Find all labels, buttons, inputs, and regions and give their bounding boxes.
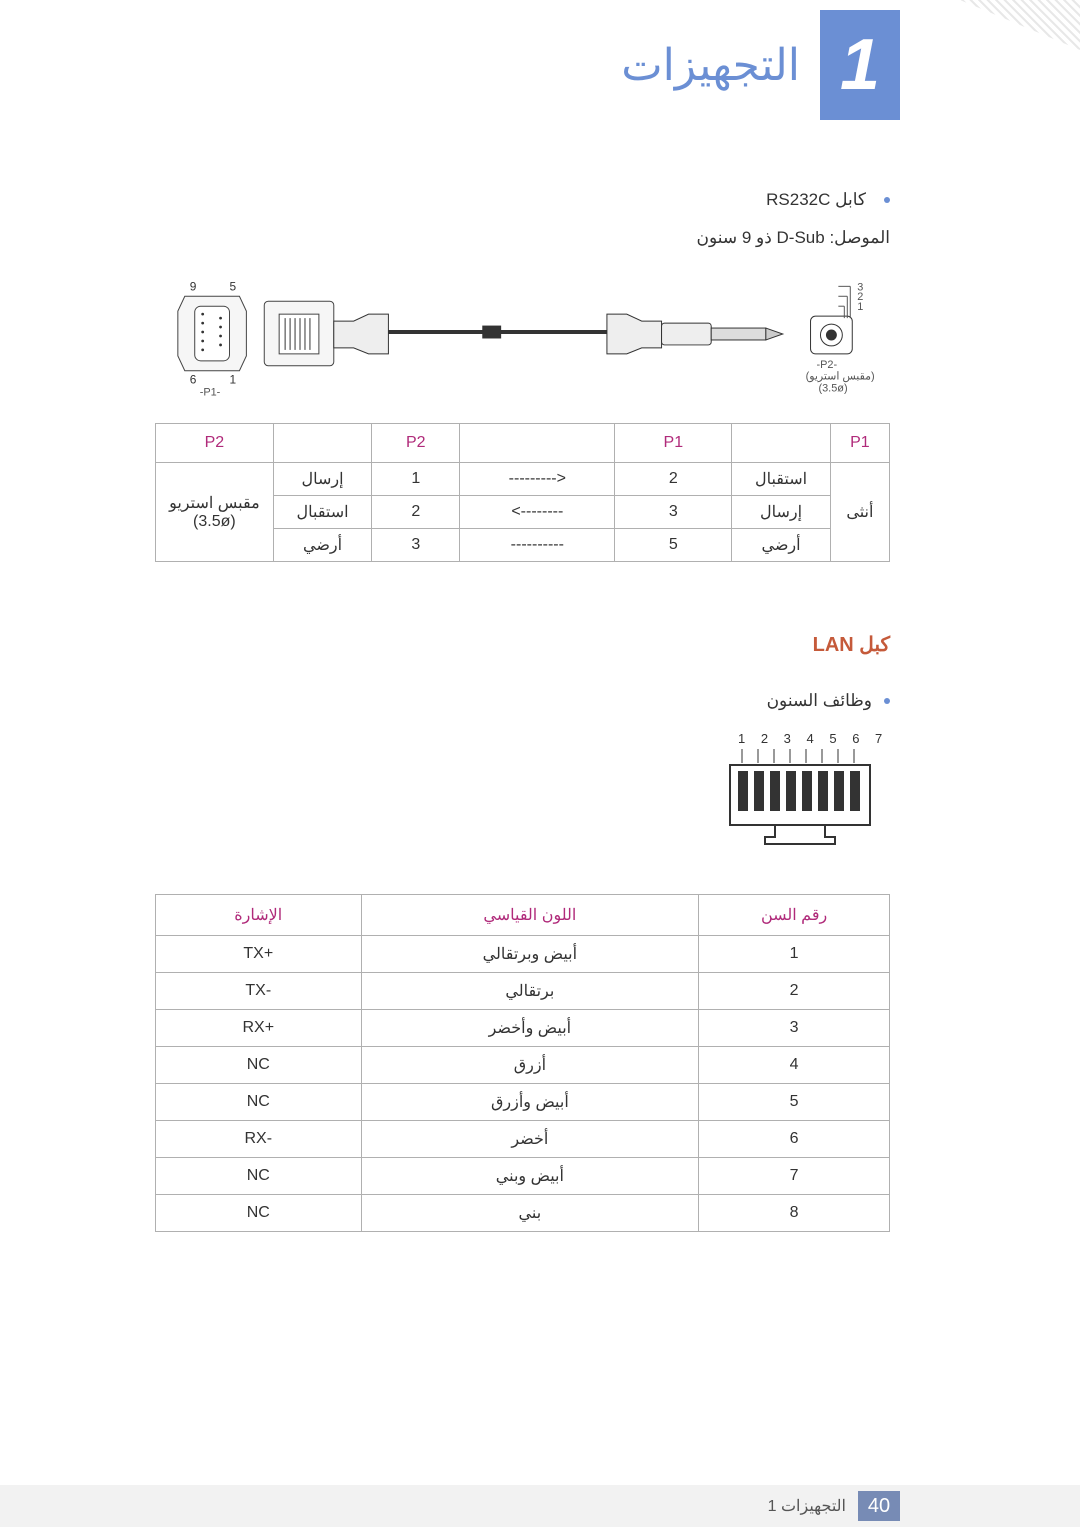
lan-heading: كبل LAN <box>155 632 890 657</box>
t2-r1-pin: 2 <box>699 973 890 1010</box>
t2-r6-pin: 7 <box>699 1158 890 1195</box>
bullet-icon <box>884 698 890 704</box>
t1-r1-arrow: <-------- <box>460 496 615 529</box>
t2-r3-sig: NC <box>156 1047 362 1084</box>
rj45-nums: 1 2 3 4 5 6 7 8 <box>738 731 890 746</box>
t2-r4-color: أبيض وأزرق <box>361 1084 699 1121</box>
diag-r1: 1 <box>857 301 863 313</box>
t2-r1-sig: TX- <box>156 973 362 1010</box>
rs232-cable-diagram: 9 5 6 1 -P1- <box>155 276 890 396</box>
chapter-badge: 1 <box>820 10 900 120</box>
t2-r7-sig: NC <box>156 1195 362 1232</box>
t1-r0-p2n: 1 <box>372 463 460 496</box>
stereo-size: (3.5ø) <box>818 383 847 395</box>
t2-r4-sig: NC <box>156 1084 362 1121</box>
p1-label: -P1- <box>200 387 221 396</box>
t1-r0-p2sig: إرسال <box>273 463 372 496</box>
diag-num-1: 1 <box>229 373 236 387</box>
t2-h-signal: الإشارة <box>156 895 362 936</box>
t2-r3-color: أزرق <box>361 1047 699 1084</box>
t1-h-p1a: P1 <box>830 424 889 463</box>
rs232-connector-label: الموصل: D-Sub ذو 9 سنون <box>155 228 890 248</box>
diag-num-9: 9 <box>190 279 197 293</box>
t1-r2-p1n: 5 <box>615 529 732 562</box>
diag-num-5: 5 <box>229 279 236 293</box>
p2-label: -P2- <box>817 359 838 371</box>
footer-text: التجهيزات 1 <box>768 1496 846 1516</box>
t1-r1-p1sig: إرسال <box>732 496 831 529</box>
t2-h-color: اللون القياسي <box>361 895 699 936</box>
t1-p2-conn-l1: مقبس استريو <box>169 495 260 512</box>
diag-num-6: 6 <box>190 373 197 387</box>
t1-p1-conn: أنثى <box>830 463 889 562</box>
stereo-label: (مقبس استريو) <box>806 371 875 383</box>
t2-r0-sig: TX+ <box>156 936 362 973</box>
t1-r1-p1n: 3 <box>615 496 732 529</box>
t2-r7-pin: 8 <box>699 1195 890 1232</box>
bullet-icon <box>884 197 890 203</box>
t1-h-p2a: P2 <box>372 424 460 463</box>
t1-r1-p2sig: استقبال <box>273 496 372 529</box>
t2-r1-color: برتقالي <box>361 973 699 1010</box>
t1-r0-arrow: ---------> <box>460 463 615 496</box>
t1-r1-p2n: 2 <box>372 496 460 529</box>
t1-r2-p1sig: أرضي <box>732 529 831 562</box>
page-content: كابل RS232C الموصل: D-Sub ذو 9 سنون 9 5 … <box>155 190 890 1232</box>
t1-p2-conn: مقبس استريو (3.5ø) <box>156 463 274 562</box>
t1-r2-p2n: 3 <box>372 529 460 562</box>
rs232-bullet: كابل RS232C <box>155 190 890 210</box>
t2-r0-pin: 1 <box>699 936 890 973</box>
t1-r2-arrow: ---------- <box>460 529 615 562</box>
lan-pin-label: وظائف السنون <box>767 691 872 711</box>
t2-r7-color: بني <box>361 1195 699 1232</box>
t2-r5-pin: 6 <box>699 1121 890 1158</box>
page-number: 40 <box>858 1491 900 1521</box>
t2-r2-pin: 3 <box>699 1010 890 1047</box>
corner-decoration <box>960 0 1080 50</box>
chapter-number: 1 <box>840 24 880 106</box>
t2-r6-sig: NC <box>156 1158 362 1195</box>
t2-r0-color: أبيض وبرتقالي <box>361 936 699 973</box>
t2-r4-pin: 5 <box>699 1084 890 1121</box>
t2-h-pin: رقم السن <box>699 895 890 936</box>
page-footer: 40 التجهيزات 1 <box>0 1485 1080 1527</box>
rj45-diagram: 1 2 3 4 5 6 7 8 <box>155 729 890 854</box>
t1-p2-conn-l2: (3.5ø) <box>193 513 236 530</box>
t1-r0-p1sig: استقبال <box>732 463 831 496</box>
lan-pinout-table: رقم السن اللون القياسي الإشارة 1أبيض وبر… <box>155 894 890 1232</box>
t2-r2-sig: RX+ <box>156 1010 362 1047</box>
t1-h-p1b: P1 <box>615 424 732 463</box>
t2-r6-color: أبيض وبني <box>361 1158 699 1195</box>
t2-r5-color: أخضر <box>361 1121 699 1158</box>
t2-r2-color: أبيض وأخضر <box>361 1010 699 1047</box>
rs232-pinout-table: P1 P1 P2 P2 أنثى استقبال 2 ---------> 1 … <box>155 423 890 562</box>
t2-r5-sig: RX- <box>156 1121 362 1158</box>
t1-r2-p2sig: أرضي <box>273 529 372 562</box>
t2-r3-pin: 4 <box>699 1047 890 1084</box>
t1-h-p2b: P2 <box>156 424 274 463</box>
rs232-cable-label: كابل RS232C <box>766 190 866 210</box>
t1-r0-p1n: 2 <box>615 463 732 496</box>
chapter-title: التجهيزات <box>621 40 800 91</box>
lan-pin-bullet: وظائف السنون <box>155 691 890 711</box>
